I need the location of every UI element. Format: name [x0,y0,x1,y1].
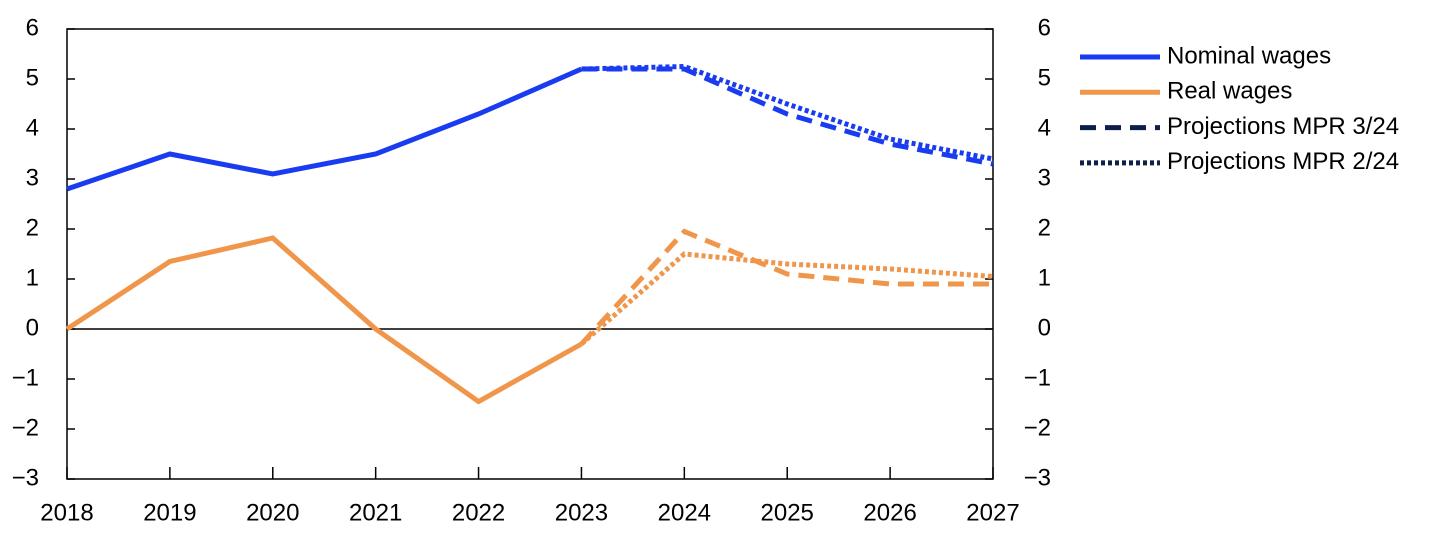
x-tick-label: 2023 [555,499,608,526]
y2-tick-label: −3 [1024,464,1051,491]
y2-tick-label: 5 [1038,64,1051,91]
legend-label: Real wages [1167,78,1292,105]
line-series [581,66,994,167]
y-tick-label: 3 [26,164,39,191]
x-tick-label: 2024 [658,499,711,526]
x-tick-label: 2021 [349,499,402,526]
x-tick-label: 2018 [40,499,93,526]
plot-frame [66,28,994,480]
y2-tick-label: 6 [1038,14,1051,41]
y2-tick-label: 3 [1038,164,1051,191]
legend-label: Projections MPR 2/24 [1167,148,1399,175]
line-series [579,228,993,346]
y2-tick-label: −2 [1024,414,1051,441]
y-tick-label: 4 [26,114,39,141]
x-tick-label: 2022 [452,499,505,526]
line-series [65,235,583,405]
line-series [579,251,994,346]
x-tick-label: 2025 [761,499,814,526]
x-tick-label: 2019 [143,499,196,526]
x-tick-label: 2027 [966,499,1019,526]
y2-tick-label: 1 [1038,264,1051,291]
x-tick-label: 2026 [863,499,916,526]
line-series [581,63,994,162]
y-tick-label: 0 [26,314,39,341]
y2-tick-label: 2 [1038,214,1051,241]
y-tick-label: −2 [12,414,39,441]
legend-label: Nominal wages [1167,42,1331,69]
y2-tick-label: 0 [1038,314,1051,341]
y-tick-label: −3 [12,464,39,491]
legend-label: Projections MPR 3/24 [1167,113,1399,140]
x-tick-label: 2020 [246,499,299,526]
y-tick-label: 5 [26,64,39,91]
line-series [66,66,583,192]
y-tick-label: 1 [26,264,39,291]
y-tick-label: 6 [26,14,39,41]
y-tick-label: 2 [26,214,39,241]
y2-tick-label: −1 [1024,364,1051,391]
y2-tick-label: 4 [1038,114,1051,141]
y-tick-label: −1 [12,364,39,391]
